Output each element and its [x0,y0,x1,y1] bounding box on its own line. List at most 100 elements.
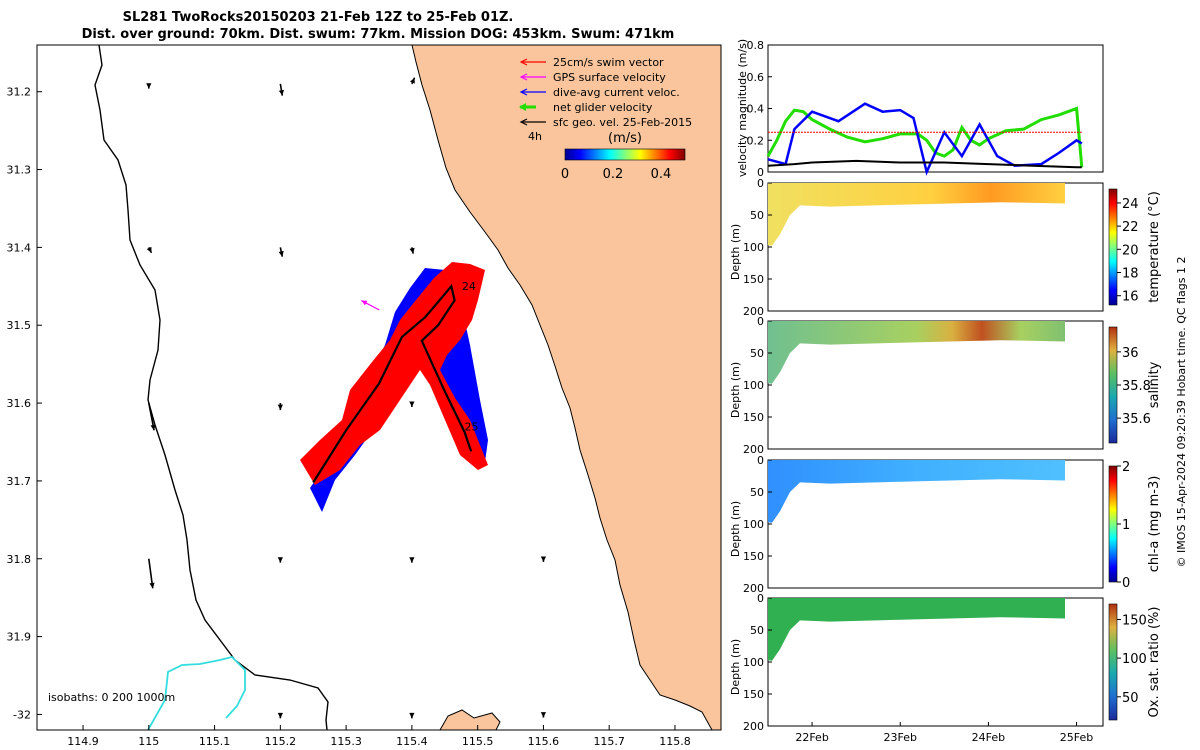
section-y-tick-label: 150 [743,550,764,563]
section-panel-salinity: 0 50 100 150 200 Depth (m) 35.6 35.8 36 salinity [729,315,1162,456]
map-x-tick-label: 115.5 [462,735,494,748]
section-y-tick-label: 0 [757,177,764,190]
sfc-vector-head [146,246,152,253]
section-y-tick-label: 50 [750,209,764,222]
section-colorbar-tick-label: 36 [1122,346,1139,361]
sfc-geo-vectors [146,77,547,719]
section-colorbar-tick-label: 150 [1122,613,1147,628]
velocity-ylabel: velocity magnitude (m/s) [736,39,749,177]
legend-label: dive-avg current veloc. [553,86,680,99]
speed-colorbar-tick: 0.4 [651,167,672,182]
section-y-tick-label: 200 [743,443,764,456]
section-y-tick-label: 200 [743,720,764,733]
section-colorbar-tick-label: 50 [1122,691,1139,706]
map-x-tick-label: 115.1 [199,735,231,748]
vector-time-label: 4h [528,130,542,143]
velocity-y-tick-label: 0 [757,166,764,179]
legend-symbol-net-head [519,103,526,111]
map-y-tick-label: 31.3 [7,164,32,177]
speed-colorbar-tick: 0 [561,167,569,182]
section-y-tick-label: 0 [757,454,764,467]
chart-title: SL281 TwoRocks20150203 21-Feb 12Z to 25-… [123,10,514,25]
velocity-y-tick-label: 0.8 [747,39,765,52]
credit-text: © IMOS 15-Apr-2024 09:20:39 Hobart time.… [1175,257,1188,568]
section-y-tick-label: 0 [757,315,764,328]
map-legend: 25cm/s swim vector GPS surface velocity di… [519,56,692,129]
map-y-tick-label: 31.6 [7,397,32,410]
legend-label: 25cm/s swim vector [553,56,664,69]
sfc-vector-head [409,712,415,719]
section-data-envelope [768,598,1065,661]
velocity-y-tick-label: 0.2 [747,134,765,147]
section-x-tick-label: 23Feb [883,731,916,744]
velocity-y-tick-label: 0.4 [747,103,765,116]
legend-symbol-head [519,88,528,96]
section-colorbar-label: chl-a (mg m-3) [1147,476,1162,573]
legend-label: GPS surface velocity [553,71,666,84]
section-colorbar-tick-label: 16 [1122,290,1139,305]
section-y-tick-label: 200 [743,582,764,595]
sfc-vector-head [540,556,547,562]
map-x-tick-label: 115 [138,735,159,748]
legend-symbol-head [519,118,528,126]
section-data-envelope [768,183,1065,246]
sfc-vector-head [278,89,284,96]
velocity-y-ticks: 0 0.2 0.4 0.6 0.8 [747,39,772,179]
section-ylabel: Depth (m) [729,639,742,695]
map-y-ticks: 31.2 31.3 31.4 31.5 31.6 31.7 31.8 31.9 -32 [7,86,42,721]
map-y-tick-label: -32 [13,708,31,721]
sfc-vector-head [150,424,156,431]
section-y-tick-label: 100 [743,518,764,531]
section-ylabel: Depth (m) [729,362,742,418]
isobaths-label: isobaths: 0 200 1000m [48,691,175,704]
section-y-tick-label: 100 [743,656,764,669]
velocity-series-line [766,106,1084,168]
speed-colorbar-ticks: 0 0.2 0.4 [561,167,671,182]
map-y-tick-label: 31.9 [7,631,32,644]
section-colorbar-tick-label: 20 [1122,243,1139,258]
map-x-tick-label: 115.6 [528,735,560,748]
section-y-tick-label: 150 [743,273,764,286]
map-x-ticks: 114.9 115 115.1 115.2 115.3 115.4 115.5 115.6 11… [67,725,691,748]
map-y-tick-label: 31.2 [7,86,32,99]
land-area [411,45,721,730]
sfc-vector-head [277,557,283,563]
section-colorbar-tick-label: 35.6 [1122,412,1151,427]
chart-subtitle: Dist. over ground: 70km. Dist. swum: 77k… [82,27,675,42]
section-y-tick-label: 50 [750,624,764,637]
section-y-tick-label: 200 [743,305,764,318]
velocity-panel: 0 0.2 0.4 0.6 0.8 velocity magnitude (m/s) [736,39,1104,179]
section-colorbar-tick-label: 24 [1122,197,1139,212]
gps-vector-head [361,300,368,306]
colorbar-units-label: (m/s) [608,131,642,146]
sfc-vector-head [278,250,284,257]
map-y-tick-label: 31.8 [7,553,32,566]
map-frame [36,44,722,731]
map-y-tick-label: 31.7 [7,475,32,488]
gps-surface-velocity-vector [361,300,380,311]
section-y-tick-label: 150 [743,688,764,701]
section-colorbar [1108,326,1118,444]
section-colorbar-tick-label: 2 [1122,460,1130,475]
section-y-tick-label: 150 [743,411,764,424]
isobath-1000m [147,656,246,730]
legend-label: sfc geo. vel. 25-Feb-2015 [553,116,692,129]
section-y-tick-label: 50 [750,347,764,360]
section-colorbar-label: salinity [1147,361,1162,408]
velocity-series-line [767,102,1083,176]
isobath-0m [94,45,329,730]
map-x-tick-label: 115.3 [330,735,362,748]
map-x-tick-label: 114.9 [67,735,99,748]
day-label: 24 [462,280,476,293]
map-y-tick-label: 31.4 [7,241,32,254]
speed-colorbar [564,148,686,161]
sfc-vector-head [277,712,283,719]
section-ylabel: Depth (m) [729,224,742,280]
speed-colorbar-tick: 0.2 [603,167,624,182]
section-colorbar-label: Ox. sat. ratio (%) [1147,607,1162,718]
sfc-vector-head [409,247,415,254]
land-island [439,709,501,730]
day-labels: 24 25 [462,280,479,433]
section-ylabel: Depth (m) [729,501,742,557]
